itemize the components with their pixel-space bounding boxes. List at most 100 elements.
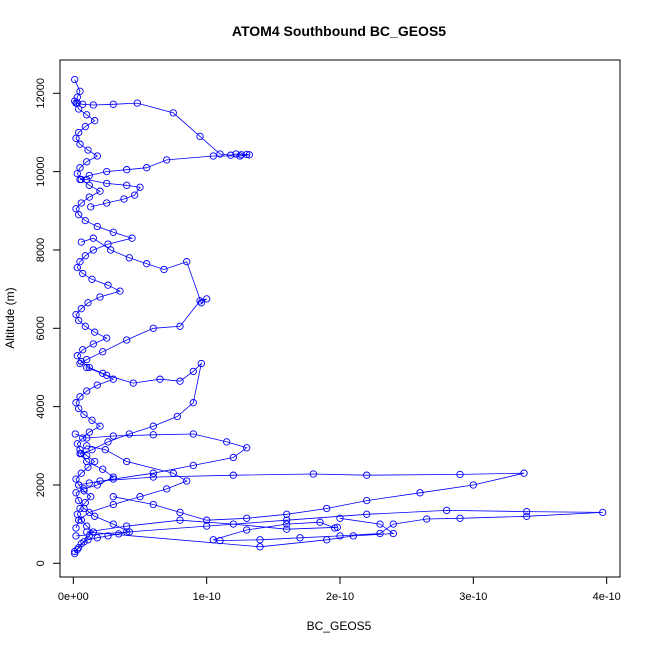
data-point xyxy=(81,216,89,225)
data-point xyxy=(149,324,157,332)
data-point xyxy=(283,510,291,518)
data-point xyxy=(87,493,95,501)
data-point xyxy=(93,481,101,489)
data-point xyxy=(88,446,96,454)
data-point xyxy=(81,252,89,260)
data-point xyxy=(116,287,124,295)
data-point xyxy=(83,442,91,450)
data-point xyxy=(81,122,89,131)
data-point xyxy=(123,166,131,174)
series-6 xyxy=(72,506,607,551)
data-point xyxy=(423,515,431,523)
data-point xyxy=(73,352,81,360)
data-point xyxy=(176,377,184,385)
x-tick-label: 2e-10 xyxy=(326,591,354,603)
data-point xyxy=(173,412,181,421)
data-point xyxy=(91,457,99,466)
data-point xyxy=(73,169,81,178)
data-point xyxy=(73,99,81,107)
y-axis-label: Altitude (m) xyxy=(3,287,17,348)
data-point xyxy=(85,193,93,201)
data-point xyxy=(443,506,451,515)
data-point xyxy=(76,449,84,458)
data-point xyxy=(256,536,264,544)
data-point xyxy=(89,101,97,109)
data-point xyxy=(75,316,83,325)
data-point xyxy=(156,375,164,383)
data-point xyxy=(456,514,464,522)
y-tick-label: 4000 xyxy=(35,394,47,418)
data-point xyxy=(89,246,97,254)
data-point xyxy=(223,438,231,446)
data-point xyxy=(163,485,171,493)
data-point xyxy=(189,430,197,438)
data-point xyxy=(120,195,128,203)
data-point xyxy=(83,457,91,466)
data-point xyxy=(72,310,80,319)
data-point xyxy=(72,524,80,532)
data-point xyxy=(73,263,81,272)
data-point xyxy=(83,355,91,364)
data-point xyxy=(75,543,83,552)
y-tick-label: 10000 xyxy=(35,156,47,187)
y-tick-label: 12000 xyxy=(35,78,47,109)
data-point xyxy=(73,440,81,448)
data-point xyxy=(131,191,139,199)
data-point xyxy=(309,470,317,478)
data-point xyxy=(77,516,85,524)
data-point xyxy=(85,171,93,180)
data-point xyxy=(323,536,331,544)
data-point xyxy=(163,156,171,164)
data-point xyxy=(203,522,211,530)
data-point xyxy=(283,516,291,524)
data-point xyxy=(103,199,111,207)
data-point xyxy=(96,187,104,195)
data-point xyxy=(203,295,211,303)
data-point xyxy=(523,512,531,520)
data-point xyxy=(83,522,91,530)
data-point xyxy=(416,489,424,497)
data-point xyxy=(209,536,217,544)
data-point xyxy=(236,152,244,160)
data-point xyxy=(93,222,101,231)
data-point xyxy=(75,516,83,524)
data-point xyxy=(77,305,85,313)
data-point xyxy=(83,363,91,372)
data-point xyxy=(523,507,531,516)
data-point xyxy=(376,529,384,538)
series-line xyxy=(74,100,250,208)
data-point xyxy=(84,146,92,154)
data-point xyxy=(128,234,136,242)
x-tick-label: 3e-10 xyxy=(459,591,487,603)
data-point xyxy=(469,481,477,489)
data-point xyxy=(83,175,91,184)
series-line xyxy=(81,362,202,454)
data-point xyxy=(89,340,97,348)
data-point xyxy=(99,348,107,356)
data-point xyxy=(72,399,80,407)
data-point xyxy=(389,529,397,538)
data-point xyxy=(88,275,96,283)
data-point xyxy=(104,281,112,289)
data-point xyxy=(336,532,344,540)
data-point xyxy=(81,322,89,330)
series-5 xyxy=(71,430,528,524)
data-point xyxy=(72,532,80,540)
data-point xyxy=(80,485,88,493)
data-point xyxy=(72,489,80,497)
data-point xyxy=(107,246,115,254)
data-point xyxy=(109,375,117,383)
data-point xyxy=(189,399,197,407)
data-point xyxy=(76,164,84,172)
data-point xyxy=(149,422,157,430)
data-point xyxy=(115,530,123,538)
data-point xyxy=(83,387,91,395)
data-point xyxy=(76,504,84,513)
x-axis: 0e+00 1e-10 2e-10 3e-10 4e-10 xyxy=(58,576,621,603)
data-point xyxy=(73,93,81,101)
data-point xyxy=(91,512,99,520)
data-point xyxy=(125,254,133,262)
data-point xyxy=(85,363,93,372)
data-point xyxy=(75,128,83,137)
